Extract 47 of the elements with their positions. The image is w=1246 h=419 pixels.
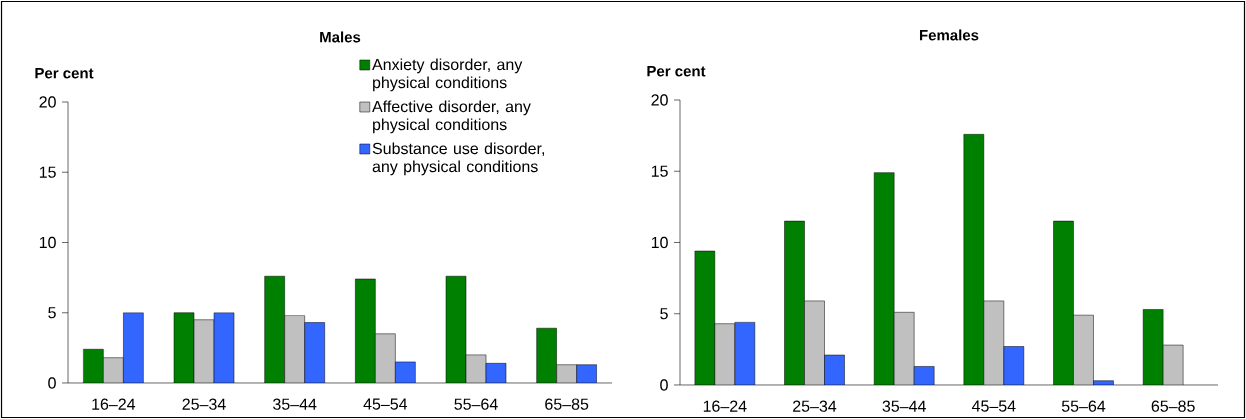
x-tick-label: 65–85 bbox=[1151, 400, 1195, 412]
y-tick-label: 20 bbox=[39, 96, 56, 108]
legend-label: Substance use disorder, any physical conditions bbox=[372, 142, 545, 176]
bar bbox=[1073, 315, 1094, 385]
bar bbox=[355, 279, 376, 383]
y-tick-label: 15 bbox=[651, 165, 668, 177]
bar bbox=[894, 312, 915, 385]
bar bbox=[734, 322, 755, 385]
bar bbox=[963, 134, 984, 385]
x-tick-label: 65–85 bbox=[545, 398, 589, 410]
y-tick-label: 15 bbox=[39, 166, 56, 178]
bar bbox=[983, 300, 1004, 385]
bar bbox=[714, 323, 735, 385]
y-tick-label: 10 bbox=[651, 236, 668, 249]
bar bbox=[784, 221, 805, 385]
bar bbox=[694, 251, 715, 385]
bar bbox=[874, 172, 895, 385]
bar bbox=[1053, 221, 1074, 385]
x-tick-label: 25–34 bbox=[182, 398, 226, 410]
y-axis-title: Per cent bbox=[647, 65, 706, 77]
chart-title: Males bbox=[320, 31, 361, 43]
y-tick-label: 20 bbox=[651, 94, 668, 106]
x-tick-label: 55–64 bbox=[454, 398, 498, 410]
x-tick-label: 16–24 bbox=[703, 400, 747, 412]
bar bbox=[264, 276, 285, 383]
legend-label: Affective disorder, any physical conditions bbox=[372, 100, 531, 134]
x-tick-label: 45–54 bbox=[363, 398, 408, 410]
x-tick-label: 16–24 bbox=[92, 398, 136, 410]
legend-label: Anxiety disorder, any physical conditions bbox=[372, 58, 523, 92]
x-tick-label: 55–64 bbox=[1061, 400, 1106, 412]
bar bbox=[1142, 309, 1164, 385]
y-tick-label: 0 bbox=[48, 377, 56, 389]
x-tick-label: 45–54 bbox=[971, 400, 1016, 412]
y-tick-label: 0 bbox=[660, 379, 668, 391]
bar bbox=[83, 349, 104, 383]
y-tick-label: 5 bbox=[660, 308, 668, 320]
y-tick-label: 10 bbox=[39, 236, 56, 249]
bar bbox=[804, 300, 825, 385]
bar bbox=[1162, 344, 1184, 385]
y-axis-title: Per cent bbox=[35, 67, 94, 79]
y-tick-label: 5 bbox=[48, 307, 56, 319]
chart-title: Females bbox=[919, 29, 979, 41]
bar bbox=[1003, 346, 1024, 385]
x-tick-label: 35–44 bbox=[882, 400, 926, 412]
x-tick-label: 35–44 bbox=[273, 398, 317, 410]
bar bbox=[536, 327, 557, 383]
x-tick-label: 25–34 bbox=[793, 400, 837, 412]
